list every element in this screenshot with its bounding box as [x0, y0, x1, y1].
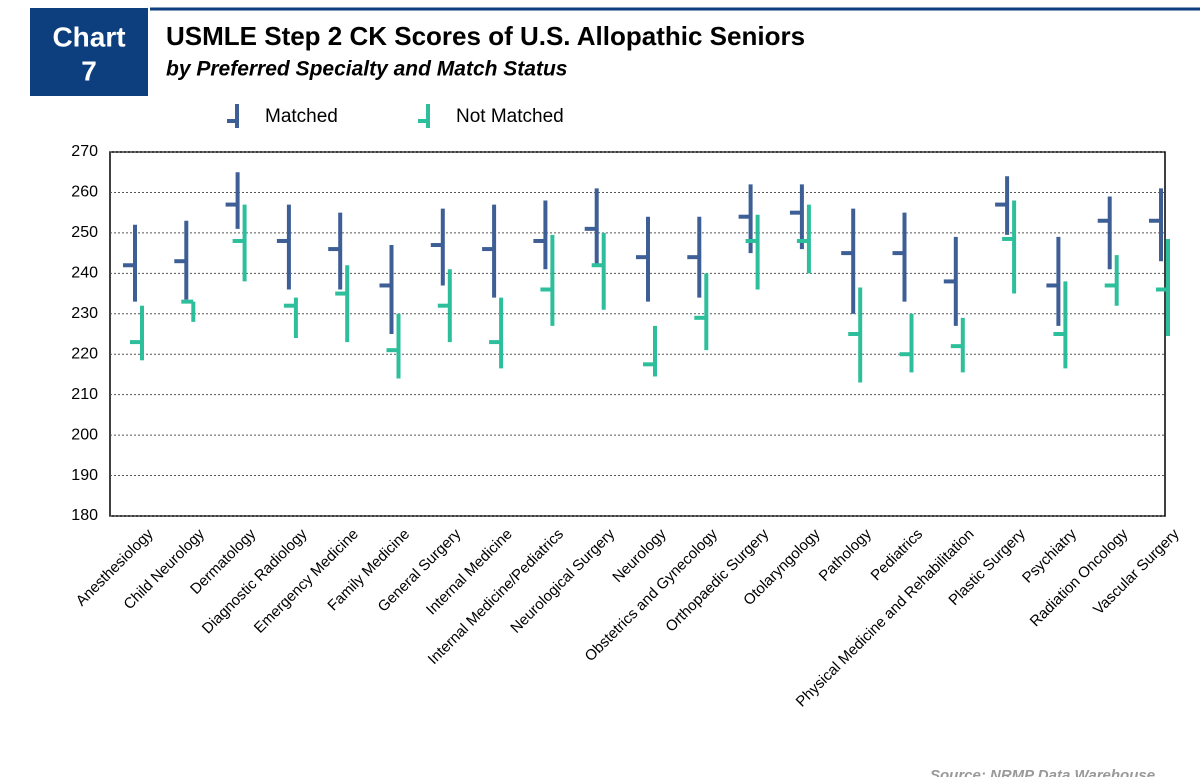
x-tick-label: Neurological Surgery [507, 525, 618, 636]
y-tick-label: 220 [71, 345, 98, 362]
y-tick-label: 210 [71, 386, 98, 403]
x-tick-label: Pathology [816, 525, 876, 585]
badge [30, 8, 148, 96]
x-tick-label: Vascular Surgery [1090, 525, 1183, 618]
x-tick-label: Radiation Oncology [1027, 525, 1132, 630]
badge-text: 7 [81, 55, 97, 86]
y-tick-label: 230 [71, 305, 98, 322]
source: Source: NRMP Data Warehouse [930, 767, 1155, 777]
y-tick-label: 270 [71, 143, 98, 160]
y-tick-label: 190 [71, 467, 98, 484]
chart-subtitle: by Preferred Specialty and Match Status [166, 58, 567, 81]
legend-label: Not Matched [456, 106, 564, 127]
plot-frame [109, 151, 1166, 517]
y-tick-label: 260 [71, 184, 98, 201]
x-tick-label: Internal Medicine [423, 526, 516, 619]
legend-label: Matched [265, 106, 338, 127]
chart-title: USMLE Step 2 CK Scores of U.S. Allopathi… [166, 21, 805, 51]
y-tick-label: 180 [71, 507, 98, 524]
y-tick-label: 200 [71, 426, 98, 443]
badge-text: Chart [52, 21, 125, 52]
y-tick-label: 250 [71, 224, 98, 241]
y-tick-label: 240 [71, 265, 98, 282]
